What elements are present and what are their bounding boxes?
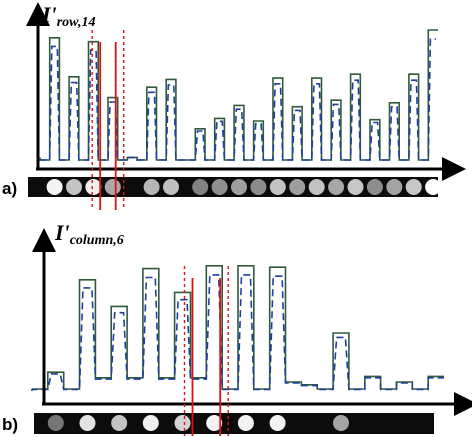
strip-spot [163,179,179,195]
panel-a-markers [91,30,125,210]
strip-spot [66,179,82,195]
strip-spot [308,179,325,195]
panel-b-traces [31,265,444,391]
panel-a-traces [39,29,438,161]
strip-spot [47,415,64,431]
strip-spot [405,179,422,195]
panel-b-label: b) [2,415,18,434]
strip-spot [231,179,247,195]
strip-spot [250,179,267,195]
strip-spot [174,415,191,431]
strip-spot [85,179,102,195]
panel-b-strip-spots [47,415,349,431]
strip-spot [425,179,442,195]
strip-spot [143,179,160,195]
strip-spot [192,179,209,195]
panel-a-dashed-trace [39,38,436,161]
strip-spot [206,415,223,431]
strip-spot [366,179,383,195]
strip-spot [237,415,254,431]
panel-b-y-label: I'column,6 [54,220,124,248]
strip-spot [347,179,364,195]
panel-b-image-strip [34,413,434,434]
panel-b-solid-trace [32,265,444,390]
strip-spot [333,415,349,431]
strip-spot [211,179,228,195]
panel-b-markers [183,266,229,436]
panel-a: I'row,14 a) [2,1,466,210]
panel-a-strip-spots [46,179,442,195]
strip-spot [111,415,128,431]
strip-spot [269,179,286,195]
strip-spot [104,179,121,195]
strip-spot [269,415,286,431]
panel-a-label: a) [2,179,17,198]
panel-a-y-label: I'row,14 [41,2,95,30]
strip-spot [328,179,345,195]
panel-b-dashed-trace [31,274,444,391]
strip-spot [142,415,159,431]
strip-spot [46,179,63,195]
strip-spot [289,179,306,195]
strip-spot [386,179,403,195]
panel-b: I'column,6 b) [2,220,472,436]
strip-spot [79,415,96,431]
